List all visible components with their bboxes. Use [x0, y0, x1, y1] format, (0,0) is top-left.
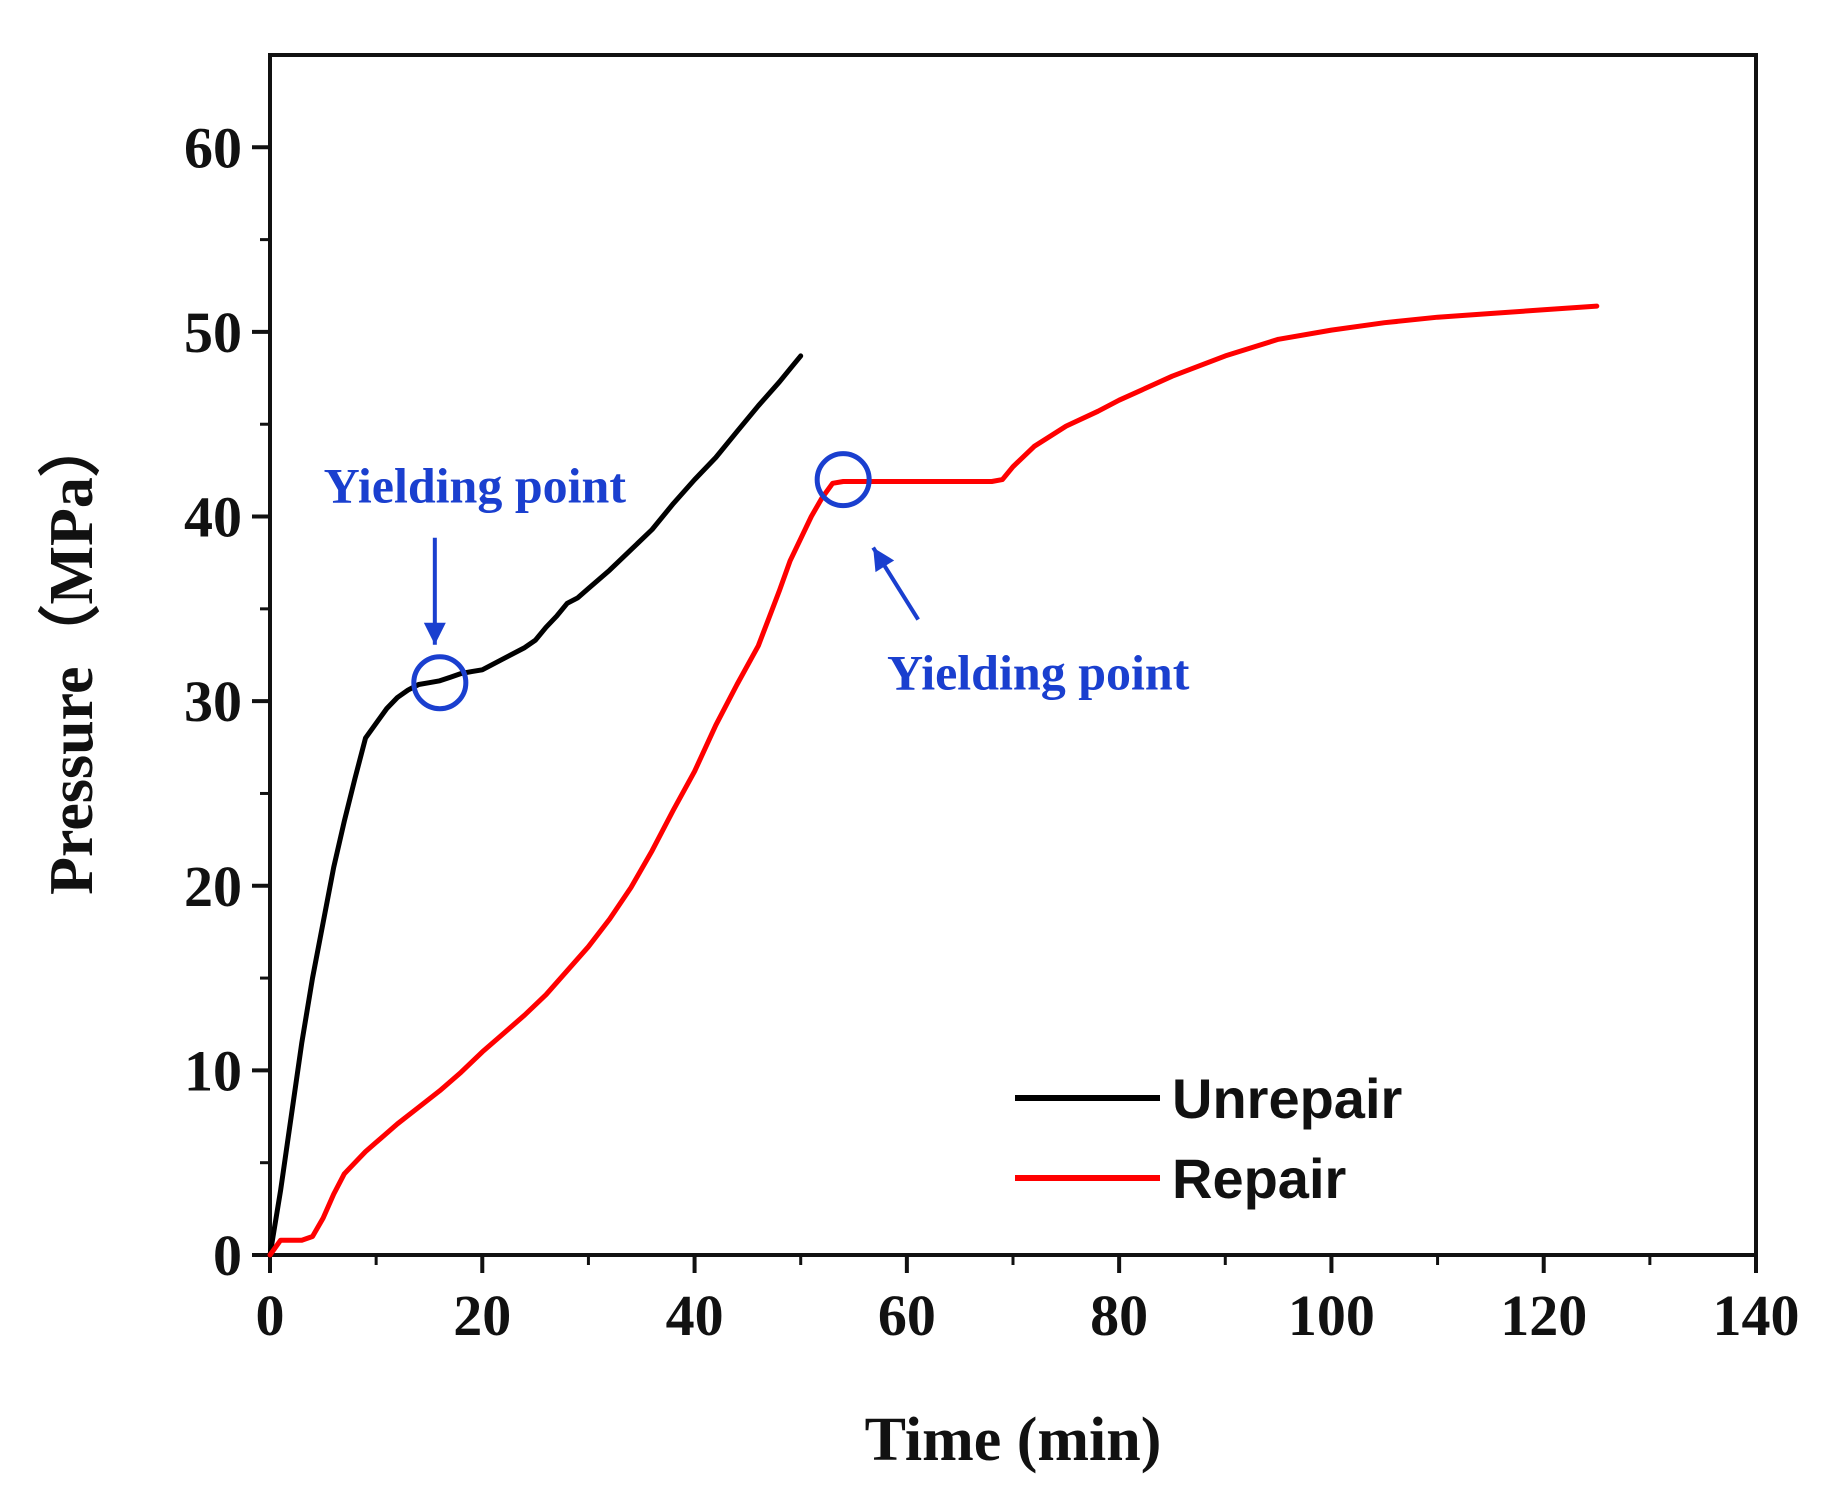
series-line-unrepair [267, 353, 804, 1258]
y-tick-label: 20 [184, 854, 242, 919]
x-tick-label: 120 [1500, 1283, 1587, 1348]
y-tick-label: 50 [184, 300, 242, 365]
x-tick-label: 140 [1713, 1283, 1800, 1348]
x-tick-label: 20 [453, 1283, 511, 1348]
x-tick-label: 60 [878, 1283, 936, 1348]
y-tick-label: 0 [213, 1223, 242, 1288]
y-tick-label: 40 [184, 485, 242, 550]
y-tick-label: 10 [184, 1038, 242, 1103]
legend: Unrepair Repair [1015, 1067, 1402, 1210]
annotations: Yielding point Yielding point [324, 451, 1190, 712]
yield-point-label-1: Yielding point [324, 458, 627, 514]
yield-point-marker-2 [814, 451, 872, 509]
y-axis-title: Pressure（MPa） [36, 415, 106, 895]
yield-point-marker-1 [411, 654, 469, 712]
yield-point-label-2: Yielding point [887, 645, 1190, 701]
y-tick-label: 60 [184, 115, 242, 180]
yield-point-arrowhead-1 [423, 622, 446, 645]
x-tick-label: 80 [1090, 1283, 1148, 1348]
series-layer [267, 303, 1600, 1258]
x-tick-label: 100 [1288, 1283, 1375, 1348]
x-tick-label: 40 [666, 1283, 724, 1348]
legend-label-repair: Repair [1172, 1147, 1346, 1210]
y-axis: 0 10 20 30 40 50 60 [184, 115, 270, 1288]
series-line-repair [267, 303, 1600, 1258]
legend-label-unrepair: Unrepair [1172, 1067, 1402, 1130]
x-axis: 0 20 40 60 80 100 120 140 [256, 1255, 1800, 1348]
x-axis-title: Time (min) [865, 1406, 1162, 1474]
yield-point-arrowhead-2 [873, 547, 895, 573]
x-tick-label: 0 [256, 1283, 285, 1348]
y-tick-label: 30 [184, 669, 242, 734]
